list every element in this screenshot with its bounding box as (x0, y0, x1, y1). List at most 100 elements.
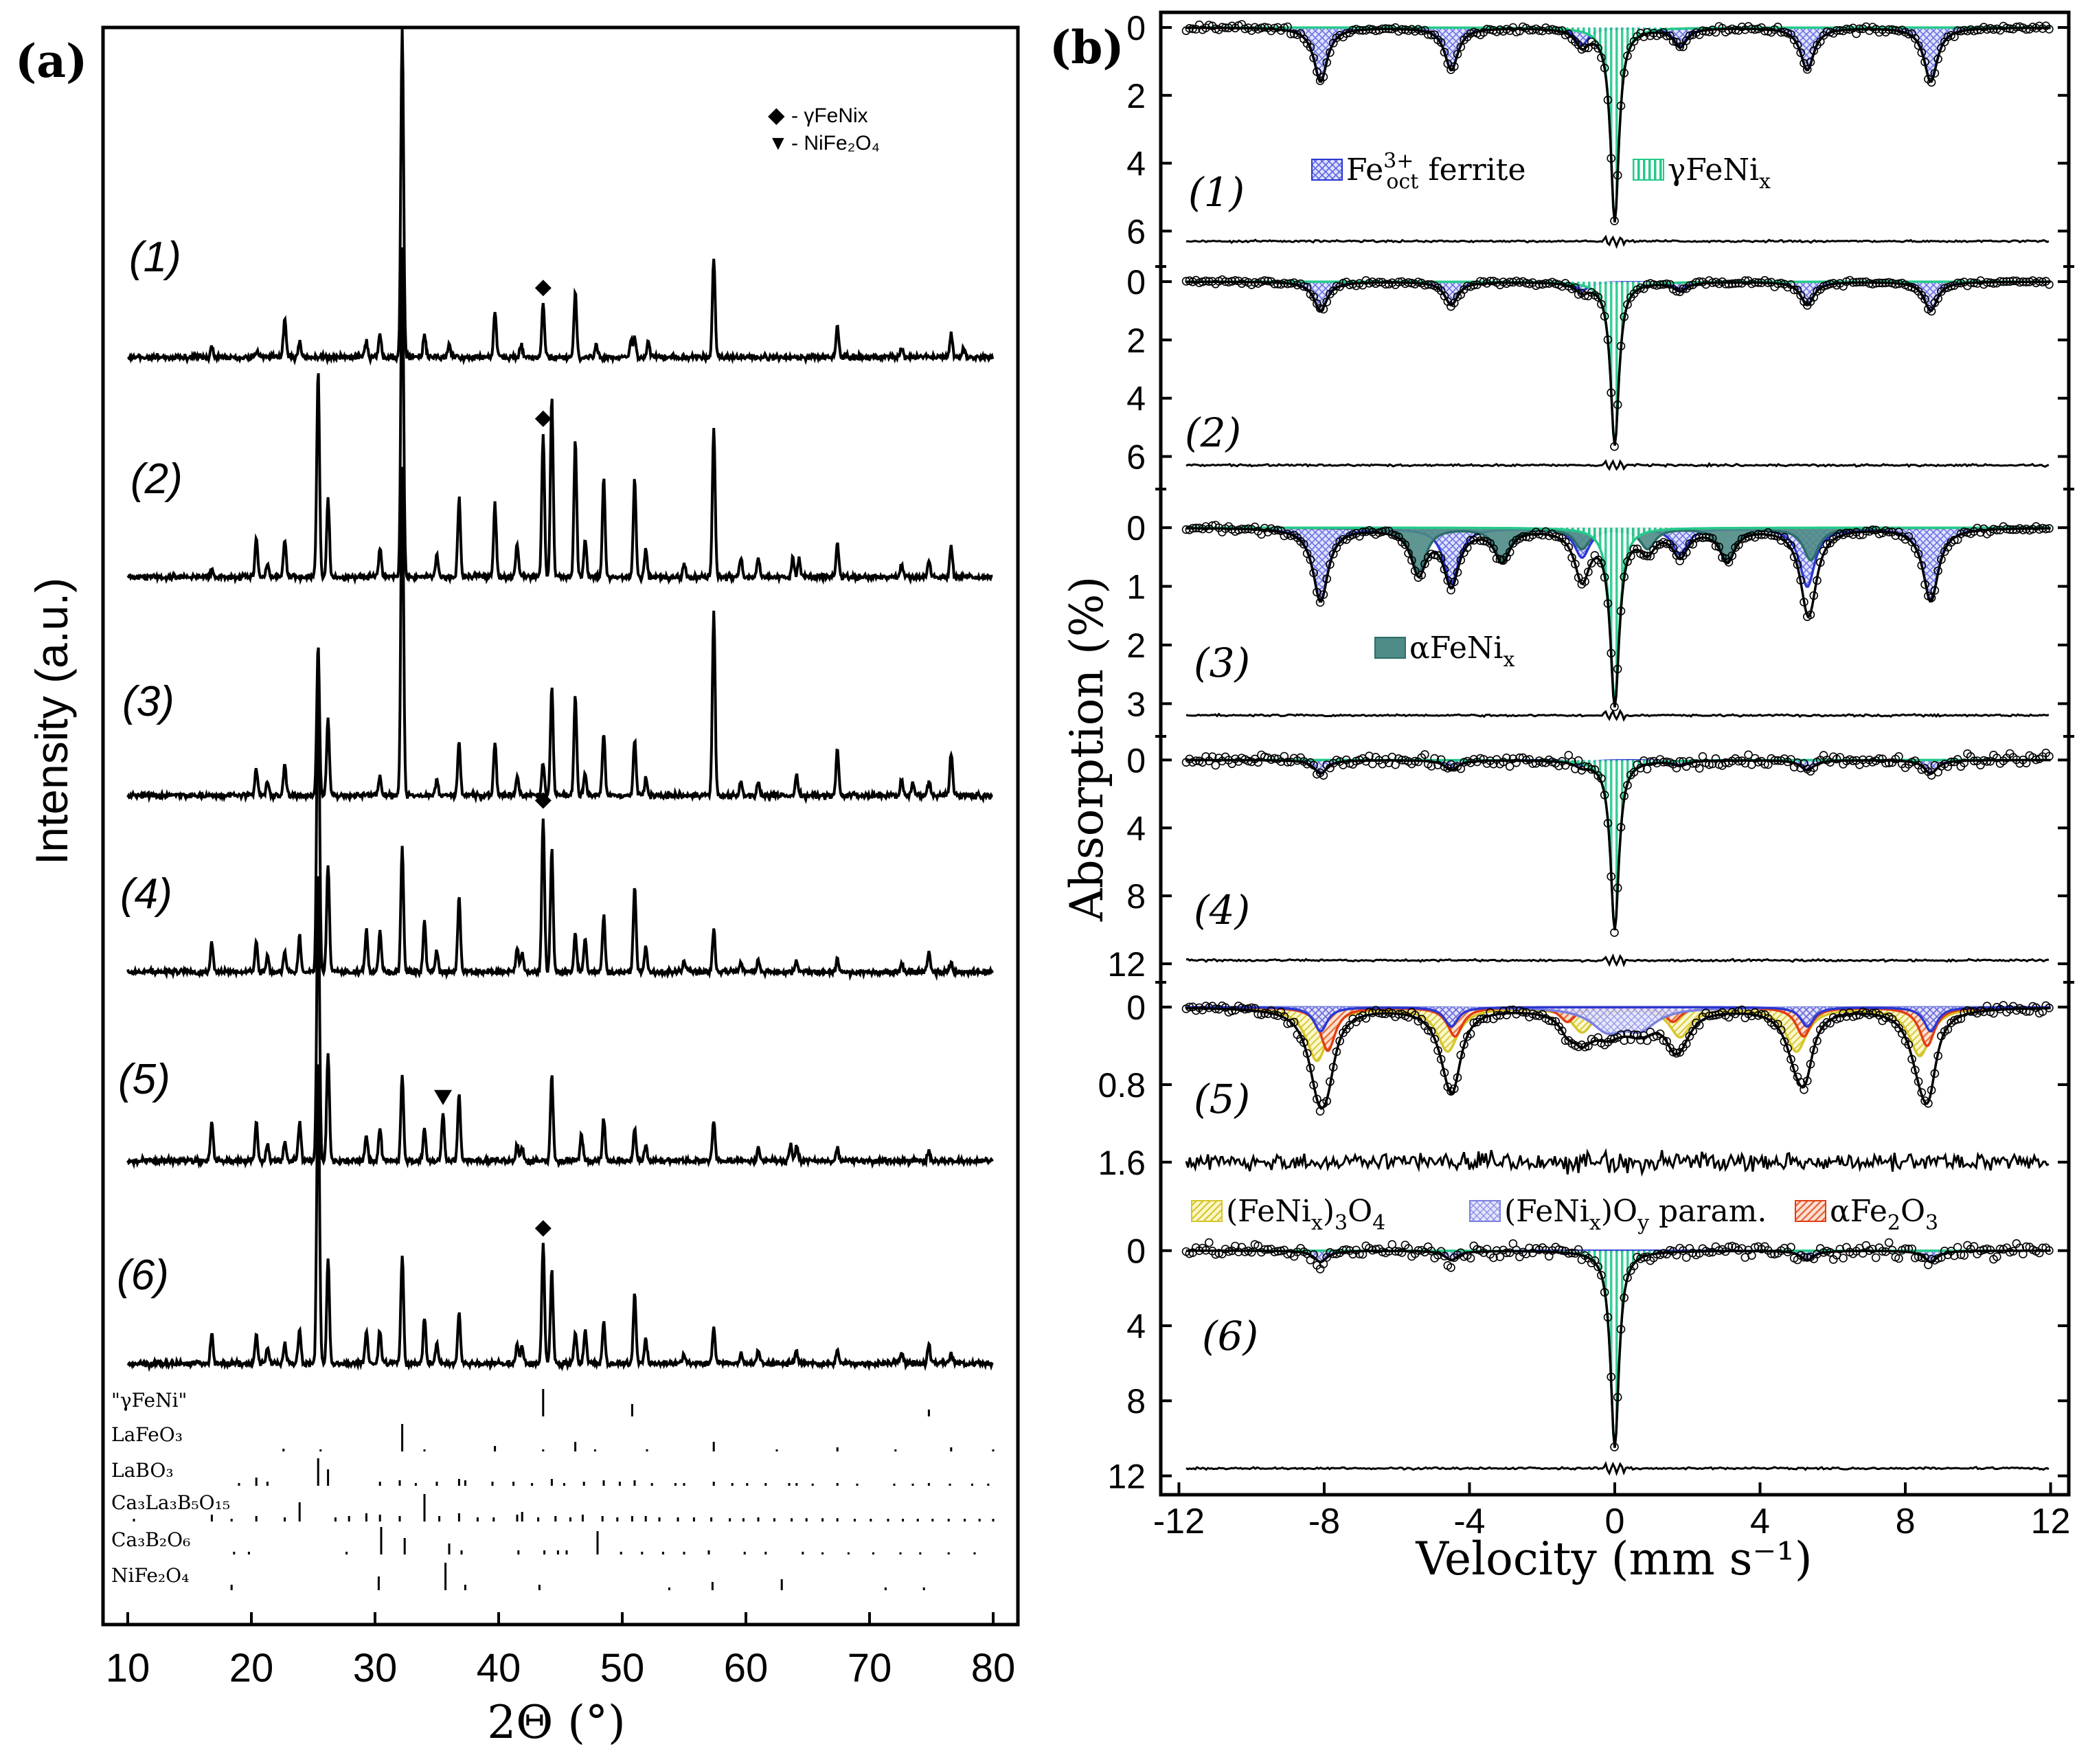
data-point (1616, 341, 1626, 351)
data-point (1420, 559, 1429, 569)
data-point (1436, 755, 1446, 765)
data-point (1613, 1392, 1622, 1402)
data-point (1878, 1247, 1887, 1256)
data-point (1760, 26, 1769, 36)
data-point (1332, 1047, 1341, 1056)
data-point (1675, 757, 1684, 766)
data-point (1861, 526, 1871, 536)
panel-a-xlabel: 2Θ (°) (487, 1696, 626, 1749)
data-point (1584, 1041, 1593, 1051)
data-point (1270, 1247, 1279, 1256)
data-point (1803, 1253, 1812, 1262)
data-point (1852, 278, 1861, 287)
data-point (2045, 751, 2054, 761)
data-point (1306, 555, 1315, 565)
y-tick-label: 0 (1126, 263, 1146, 302)
data-point (1754, 530, 1763, 539)
legend-text-part: O (1348, 1194, 1372, 1229)
sample-label: (2) (1185, 409, 1241, 456)
data-point (1960, 25, 1968, 35)
data-point (2002, 277, 2011, 286)
hematite-legend-label: αFe2O3 (1830, 1194, 1938, 1235)
data-point (1668, 543, 1678, 552)
data-point (1881, 278, 1890, 288)
gamma-subspectrum-fill (1186, 282, 2051, 445)
y-tick-label: 0 (1126, 988, 1146, 1027)
legend-text-part: )O (1601, 1194, 1637, 1229)
data-point (1580, 577, 1589, 586)
data-point (1414, 1246, 1423, 1255)
data-point (1842, 528, 1851, 538)
data-point (1463, 282, 1472, 291)
panel-a-x-axis: 10 20 30 40 50 60 70 80 (106, 1612, 1015, 1690)
panel-a-frame (101, 25, 1020, 1627)
y-tick-label: 6 (1126, 212, 1146, 251)
data-point (1319, 771, 1328, 780)
legend-gamma-fenix-label: - γFeNix (791, 104, 868, 127)
data-point (1668, 36, 1678, 46)
data-point (1270, 279, 1279, 289)
data-point (1286, 279, 1295, 288)
data-point (1512, 27, 1521, 36)
data-point (2006, 277, 2015, 286)
data-point (1489, 544, 1498, 554)
data-point (1839, 1254, 1848, 1263)
data-point (1280, 1012, 1289, 1021)
data-point (1982, 278, 1992, 287)
data-point (1450, 1084, 1459, 1094)
data-point (1629, 1030, 1639, 1039)
data-point (1283, 22, 1292, 32)
y-tick-label: 0.8 (1098, 1066, 1146, 1105)
data-point (1672, 763, 1681, 773)
data-point (1397, 1248, 1407, 1257)
data-point (1580, 43, 1589, 52)
data-point (1744, 750, 1753, 760)
data-point (1933, 54, 1942, 64)
data-point (1747, 1251, 1756, 1260)
data-point (1610, 1443, 1619, 1451)
gamma-legend-label: γFeNix (1668, 152, 1771, 194)
data-point (1181, 277, 1191, 286)
data-point (1476, 1015, 1485, 1024)
gamma-subspectrum-fill (1186, 760, 2051, 930)
data-point (1737, 1244, 1747, 1253)
data-point (1806, 610, 1815, 620)
data-point (1701, 532, 1710, 542)
data-point (1770, 531, 1779, 541)
data-point (1423, 30, 1433, 39)
data-point (1420, 280, 1429, 290)
legend-text-part: 3+ (1383, 149, 1414, 173)
panel-a-label: (a) (15, 34, 87, 88)
data-point (1858, 278, 1868, 286)
data-point (1953, 26, 1962, 35)
data-point (2045, 25, 2054, 34)
data-point (1456, 1050, 1466, 1060)
x-tick-label: 4 (1750, 1502, 1770, 1541)
data-point (1443, 576, 1453, 585)
data-point (1545, 1252, 1554, 1261)
data-point (1319, 1259, 1328, 1269)
data-point (1525, 25, 1534, 35)
data-point (1185, 1002, 1194, 1012)
data-point (1993, 525, 2001, 535)
data-point (1616, 823, 1626, 832)
data-point (1270, 525, 1279, 535)
data-point (1698, 533, 1707, 543)
xrd-traces: (1) (2) (3) (4) (5) (6) (117, 27, 995, 1372)
data-point (1819, 546, 1828, 556)
data-point (1724, 1242, 1734, 1252)
data-point (2021, 1007, 2031, 1016)
data-point (1545, 1016, 1554, 1025)
data-point (1315, 1107, 1325, 1116)
data-point (1953, 1015, 1962, 1024)
data-point (1855, 278, 1864, 286)
data-point (2008, 525, 2018, 534)
data-point (1561, 760, 1570, 770)
data-point (1714, 542, 1724, 552)
data-point (1580, 1042, 1589, 1052)
data-point (1205, 1238, 1214, 1247)
data-point (1427, 30, 1436, 40)
sample-label: (4) (1194, 887, 1250, 934)
data-point (1436, 38, 1446, 47)
residual-trace (1185, 234, 2050, 249)
